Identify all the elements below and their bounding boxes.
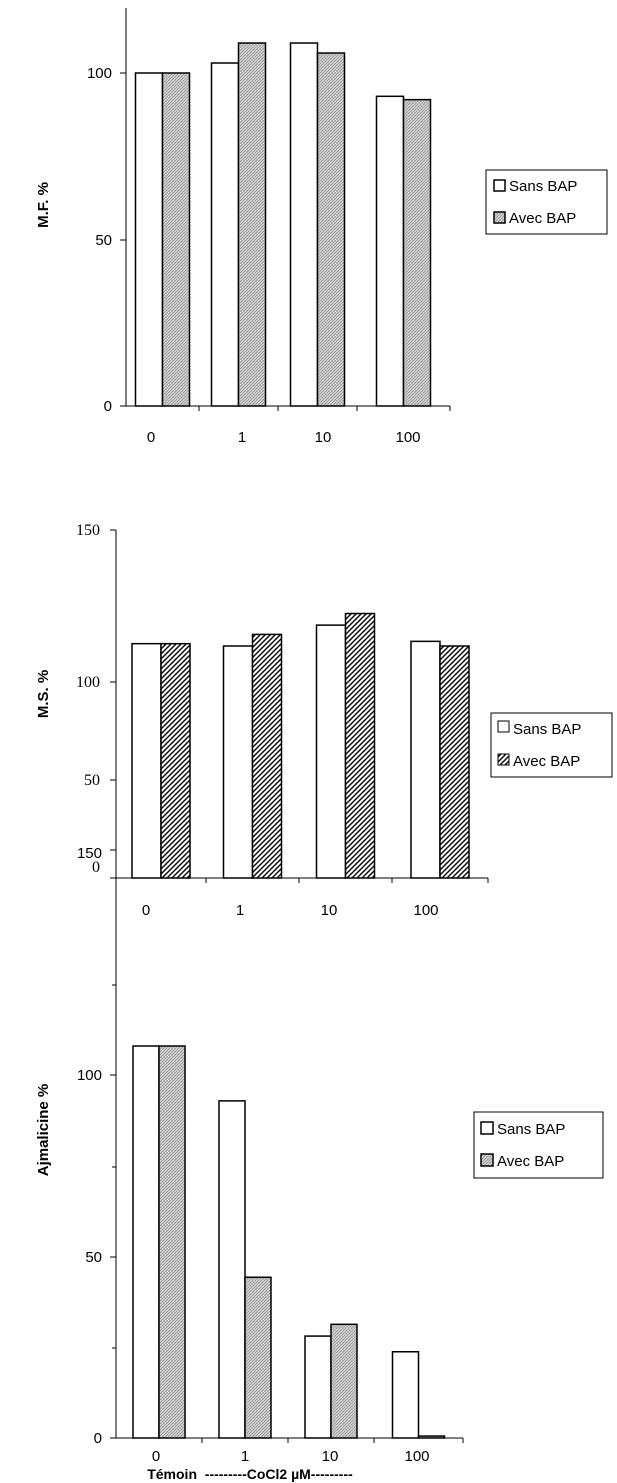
chart-ms-ytick-label-3: 150 <box>76 522 100 539</box>
chart-mf-legend-label-avec-bap: Avec BAP <box>509 210 576 227</box>
chart-ajmalicine-bar-sans-bap-100 <box>391 1351 420 1439</box>
chart-ms-bar-avec-bap-1 <box>251 633 283 879</box>
chart-mf-bar-avec-bap-0 <box>161 72 191 407</box>
chart-mf-legend: Sans BAP Avec BAP <box>485 169 608 235</box>
chart-ms-ytick-label-2: 100 <box>76 674 100 691</box>
chart-mf-xtick-label-1: 1 <box>238 429 246 446</box>
chart-ms: M.S. % 0 50 100 150 0 1 10 100 Sans BAP … <box>35 522 613 919</box>
chart-mf-xtick-label-3: 100 <box>395 429 420 446</box>
chart-mf-bar-sans-bap-0 <box>134 72 164 407</box>
chart-mf-xtick-label-2: 10 <box>315 429 332 446</box>
chart-ajmalicine-bar-sans-bap-10 <box>304 1335 332 1439</box>
chart-ajmalicine-legend-label-avec-bap: Avec BAP <box>497 1153 564 1170</box>
chart-ms-legend: Sans BAP Avec BAP <box>490 712 613 778</box>
chart-ajmalicine-ytick-label-0: 0 <box>94 1430 102 1447</box>
chart-ajmalicine-legend-swatch-avec-bap <box>480 1153 494 1167</box>
chart-mf-bar-sans-bap-1 <box>210 62 240 407</box>
chart-mf-bar-avec-bap-1 <box>237 42 267 407</box>
chart-ms-bar-avec-bap-0 <box>160 642 191 879</box>
chart-ajmalicine-ytick-label-2: 100 <box>77 1067 102 1084</box>
chart-ms-bar-sans-bap-0 <box>131 642 162 879</box>
chart-mf-bar-avec-bap-10 <box>316 52 346 407</box>
chart-ajmalicine-legend-label-sans-bap: Sans BAP <box>497 1121 565 1138</box>
chart-ms-bar-avec-bap-10 <box>344 612 376 879</box>
chart-ms-legend-swatch-sans-bap <box>497 720 510 733</box>
chart-ajmalicine-bar-sans-bap-0 <box>132 1045 160 1439</box>
chart-ms-ylabel: M.S. % <box>35 670 52 718</box>
chart-ms-xtick-label-2: 10 <box>321 902 338 919</box>
chart-ajmalicine-bars <box>132 1045 446 1439</box>
chart-ms-ytick-label-0: 0 <box>92 859 100 876</box>
chart-ajmalicine-xlabel: Témoin ---------CoCl2 µM--------- <box>147 1466 353 1482</box>
chart-ajmalicine-xtick-label-0: 0 <box>152 1448 160 1465</box>
chart-mf: M.F. % 0 50 100 0 1 10 100 Sans BAP Avec… <box>35 8 608 446</box>
chart-ajmalicine-ytick-label-3: 150 <box>77 845 102 862</box>
chart-ajmalicine-bar-avec-bap-0 <box>158 1045 186 1439</box>
chart-mf-bar-sans-bap-100 <box>375 95 405 407</box>
chart-ms-bar-sans-bap-10 <box>315 624 347 879</box>
chart-ms-xtick-label-3: 100 <box>413 902 438 919</box>
chart-ms-legend-frame <box>490 712 613 778</box>
chart-mf-ytick-label-2: 100 <box>87 65 112 82</box>
chart-ms-xtick-label-1: 1 <box>236 902 244 919</box>
chart-ms-bar-sans-bap-100 <box>410 640 441 879</box>
chart-ajmalicine-xtick-label-3: 100 <box>404 1448 429 1465</box>
chart-mf-ytick-label-0: 0 <box>104 398 112 415</box>
chart-ajmalicine-xtick-label-1: 1 <box>241 1448 249 1465</box>
chart-ms-ytick-label-1: 50 <box>84 772 100 789</box>
chart-ms-bars <box>131 612 470 879</box>
chart-ms-xtick-label-0: 0 <box>142 902 150 919</box>
chart-mf-legend-swatch-avec-bap <box>493 211 506 224</box>
chart-mf-bars <box>134 42 432 407</box>
chart-mf-legend-swatch-sans-bap <box>493 179 506 192</box>
chart-ms-legend-label-avec-bap: Avec BAP <box>513 753 580 770</box>
chart-ajmalicine-legend-swatch-sans-bap <box>480 1121 494 1135</box>
chart-ajmalicine: Ajmalicine % 0 50 100 150 0 1 10 100 Tém… <box>35 845 604 1482</box>
chart-ajmalicine-legend-frame <box>473 1111 604 1179</box>
chart-ms-bar-sans-bap-1 <box>222 645 254 879</box>
chart-ajmalicine-xtick-label-2: 10 <box>322 1448 339 1465</box>
chart-ajmalicine-bar-avec-bap-100 <box>417 1435 446 1439</box>
chart-ajmalicine-ytick-label-1: 50 <box>85 1249 102 1266</box>
chart-mf-legend-frame <box>485 169 608 235</box>
chart-mf-bar-sans-bap-10 <box>289 42 319 407</box>
chart-mf-ylabel: M.F. % <box>35 182 52 228</box>
chart-mf-bar-avec-bap-100 <box>402 98 432 407</box>
chart-ms-bar-avec-bap-100 <box>439 645 470 879</box>
chart-ms-legend-label-sans-bap: Sans BAP <box>513 721 581 738</box>
chart-ms-legend-swatch-avec-bap <box>497 753 510 766</box>
chart-mf-xtick-label-0: 0 <box>147 429 155 446</box>
chart-ajmalicine-bar-sans-bap-1 <box>218 1100 246 1439</box>
chart-ajmalicine-ylabel: Ajmalicine % <box>35 1084 52 1177</box>
chart-mf-ytick-label-1: 50 <box>95 232 112 249</box>
chart-ajmalicine-legend: Sans BAP Avec BAP <box>473 1111 604 1179</box>
chart-mf-legend-label-sans-bap: Sans BAP <box>509 178 577 195</box>
chart-ajmalicine-bar-avec-bap-10 <box>330 1323 358 1439</box>
chart-ajmalicine-bar-avec-bap-1 <box>244 1276 272 1439</box>
